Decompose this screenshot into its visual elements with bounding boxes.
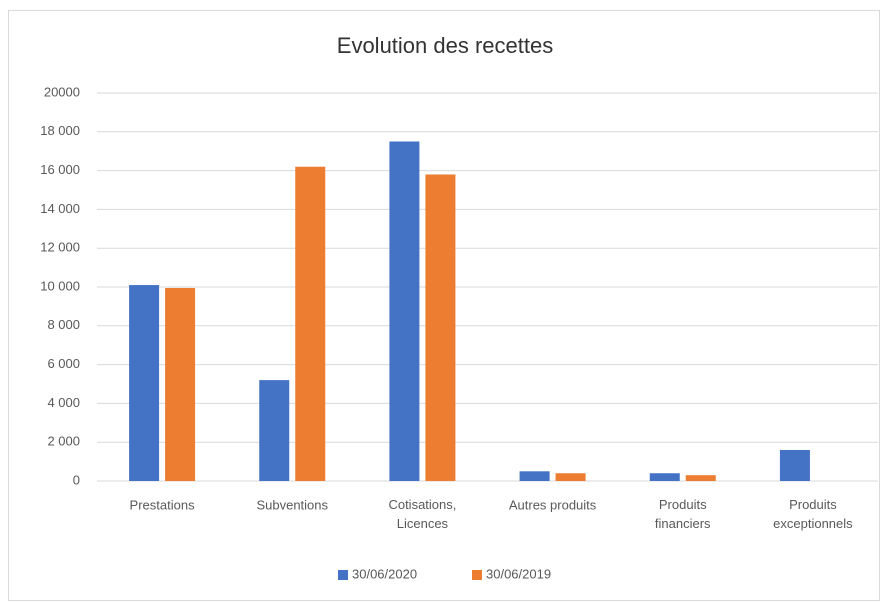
y-tick-label: 10 000: [40, 278, 80, 293]
y-tick-label: 4 000: [47, 395, 80, 410]
x-tick-label: Produits exceptionnels: [773, 497, 853, 531]
x-tick-label: Subventions: [256, 497, 328, 512]
legend-swatch: [472, 570, 482, 580]
bar: [295, 166, 326, 481]
y-tick-label: 18 000: [40, 123, 80, 138]
x-tick-label: Produits financiers: [655, 497, 711, 531]
bar: [685, 475, 716, 481]
y-tick-label: 0: [73, 472, 80, 487]
bar: [779, 449, 810, 481]
y-tick-label: 12 000: [40, 240, 80, 255]
y-tick-label: 20000: [44, 84, 80, 99]
bar: [259, 380, 290, 481]
y-tick-label: 2 000: [47, 434, 80, 449]
x-tick-label: Prestations: [130, 497, 196, 512]
legend-label: 30/06/2020: [352, 566, 417, 581]
y-tick-label: 14 000: [40, 201, 80, 216]
bar: [129, 285, 160, 481]
legend-label: 30/06/2019: [486, 566, 551, 581]
bar: [649, 473, 680, 481]
y-tick-label: 6 000: [47, 356, 80, 371]
bar: [165, 287, 196, 481]
y-tick-label: 8 000: [47, 317, 80, 332]
bar: [555, 473, 586, 481]
y-tick-label: 16 000: [40, 162, 80, 177]
bar: [389, 141, 420, 481]
chart-title: Evolution des recettes: [337, 33, 553, 58]
bar: [425, 174, 456, 482]
legend-swatch: [338, 570, 348, 580]
bar: [519, 471, 550, 481]
x-tick-label: Cotisations, Licences: [388, 497, 456, 531]
x-tick-label: Autres produits: [509, 497, 597, 512]
